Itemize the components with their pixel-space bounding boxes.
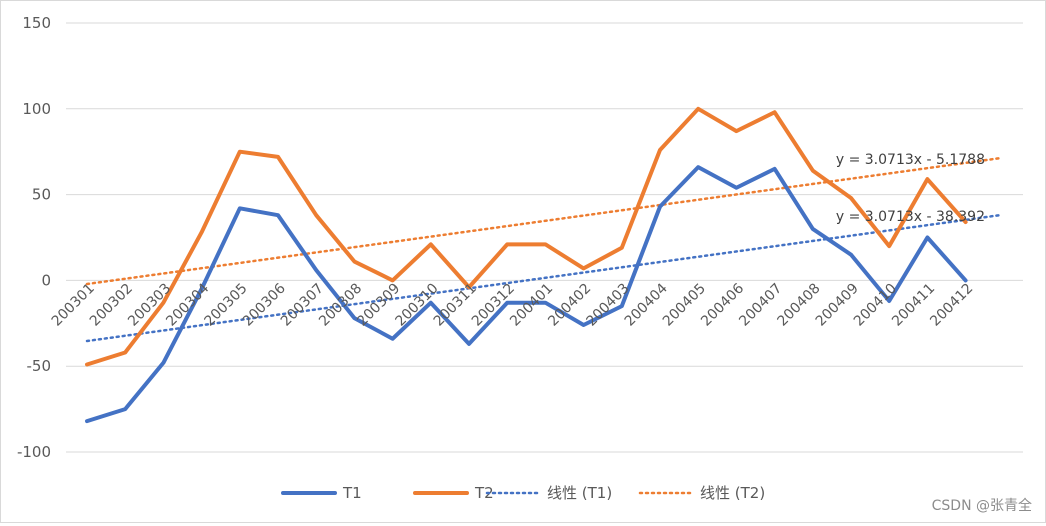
- legend-label: T2: [474, 484, 494, 502]
- series-line-T2: [87, 109, 966, 365]
- y-tick-label: 50: [32, 186, 51, 204]
- y-tick-label: 100: [22, 100, 51, 118]
- legend-label: 线性 (T1): [547, 484, 612, 502]
- watermark-text: CSDN @张青全: [932, 495, 1032, 515]
- y-tick-label: 150: [22, 14, 51, 32]
- series-line-T1: [87, 167, 966, 421]
- y-tick-label: 0: [41, 271, 51, 289]
- legend-label: 线性 (T2): [700, 484, 765, 502]
- x-tick-label: 200412: [927, 281, 976, 330]
- trendline-equation: y = 3.0713x - 38.392: [836, 209, 985, 225]
- trendline-equation: y = 3.0713x - 5.1788: [836, 152, 985, 168]
- legend-label: T1: [342, 484, 362, 502]
- y-tick-label: -50: [27, 357, 52, 375]
- y-tick-label: -100: [17, 443, 51, 461]
